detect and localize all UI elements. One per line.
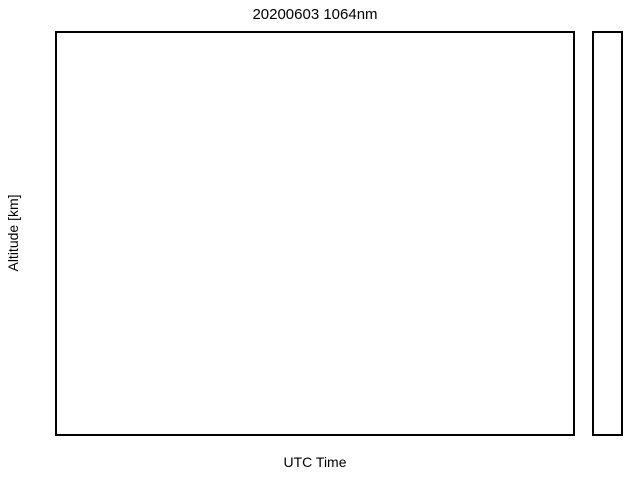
plot-area — [55, 31, 575, 436]
colorbar-canvas — [594, 33, 621, 434]
heatmap-canvas — [57, 33, 573, 434]
chart-title: 20200603 1064nm — [252, 6, 378, 23]
y-axis-label: Altitude [km] — [5, 194, 21, 272]
x-axis-label: UTC Time — [283, 454, 347, 470]
colorbar — [592, 31, 623, 436]
